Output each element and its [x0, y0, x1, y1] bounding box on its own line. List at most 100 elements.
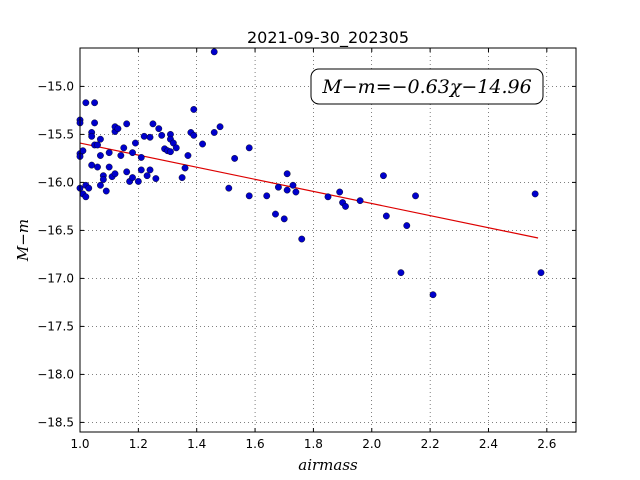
data-point [537, 269, 545, 277]
fit-layer [79, 142, 539, 239]
data-point [129, 174, 136, 182]
data-point [137, 166, 145, 174]
x-tick-label: 1.4 [187, 437, 206, 451]
data-point [102, 187, 110, 195]
data-point [380, 172, 387, 180]
data-point [155, 125, 163, 133]
data-point [167, 148, 174, 156]
data-point [114, 125, 122, 133]
chart-title: 2021-09-30_202305 [247, 28, 409, 48]
data-point [146, 166, 154, 174]
fit-equation: M−m=−0.63χ−14.96 [321, 76, 531, 98]
data-point [231, 154, 239, 162]
data-point [85, 184, 93, 192]
data-point [190, 106, 198, 113]
points-layer [76, 48, 545, 299]
data-point [272, 210, 279, 218]
data-point [178, 174, 186, 182]
data-point [199, 140, 206, 148]
data-point [210, 48, 218, 56]
data-point [397, 269, 405, 277]
data-point [129, 149, 136, 157]
x-tick-label: 1.0 [70, 437, 89, 451]
y-tick-label: −18.5 [37, 415, 74, 429]
grid-layer [79, 48, 576, 432]
fit-line [79, 142, 539, 239]
x-tick-label: 2.4 [479, 437, 498, 451]
data-point [412, 192, 419, 200]
equation-frame [310, 68, 544, 105]
data-point [149, 120, 157, 128]
data-point [88, 132, 96, 140]
y-tick-label: −15.5 [37, 127, 74, 141]
y-tick-label: −16.5 [37, 223, 74, 237]
data-point [356, 197, 364, 205]
data-point [94, 141, 101, 149]
data-point [403, 222, 411, 230]
data-point [292, 188, 300, 196]
data-point [184, 152, 192, 159]
data-point [245, 192, 253, 200]
x-axis-label: airmass [298, 456, 358, 474]
data-point [117, 152, 125, 159]
data-point [140, 132, 148, 140]
data-point [123, 168, 131, 176]
data-point [210, 129, 218, 136]
data-point [99, 176, 107, 183]
x-tick-label: 1.2 [129, 437, 148, 451]
data-point [283, 170, 291, 178]
data-point [190, 131, 198, 139]
y-tick-label: −18.0 [37, 367, 74, 381]
y-tick-label: −15.0 [37, 79, 74, 93]
data-point [97, 152, 104, 159]
x-tick-label: 1.6 [246, 437, 265, 451]
data-point [324, 193, 332, 201]
data-point [280, 215, 288, 223]
data-point [82, 99, 90, 107]
data-point [146, 133, 154, 141]
data-point [97, 135, 104, 143]
data-point [120, 144, 128, 152]
data-point [137, 154, 145, 161]
x-tick-label: 2.2 [421, 437, 440, 451]
data-point [382, 212, 390, 220]
data-point [88, 161, 96, 169]
data-point [429, 291, 437, 299]
data-point [134, 178, 142, 185]
data-point [298, 235, 306, 243]
data-point [79, 147, 87, 155]
data-point [132, 139, 139, 147]
data-point [105, 149, 113, 157]
data-point [336, 188, 344, 196]
x-tick-label: 2.0 [362, 437, 381, 451]
y-tick-label: −17.0 [37, 271, 74, 285]
data-point [283, 186, 291, 194]
data-point [91, 119, 98, 127]
data-point [172, 144, 180, 152]
data-point [158, 131, 166, 139]
data-point [263, 192, 271, 200]
data-point [531, 190, 539, 198]
data-point [105, 163, 113, 171]
data-point [143, 172, 151, 180]
x-tick-label: 2.6 [537, 437, 556, 451]
x-tick-label: 1.8 [304, 437, 323, 451]
data-point [181, 164, 189, 172]
y-tick-label: −17.5 [37, 319, 74, 333]
data-point [274, 183, 282, 191]
data-point [82, 193, 90, 201]
data-point [94, 163, 101, 171]
data-point [216, 123, 224, 131]
equation-box: M−m=−0.63χ−14.96 [310, 68, 544, 105]
y-axis-label: M−m [14, 219, 32, 262]
data-point [152, 175, 160, 182]
data-point [245, 144, 253, 152]
data-point [91, 99, 98, 107]
data-point [342, 202, 349, 210]
data-point [289, 181, 297, 189]
ticks-layer: 1.0 1.2 1.4 1.6 1.8 2.0 2.2 2.4 2.6 −15.0 −15.5 −16… [37, 48, 576, 451]
plot-frame [79, 47, 577, 433]
y-tick-label: −16.0 [37, 175, 74, 189]
data-point [225, 184, 233, 192]
